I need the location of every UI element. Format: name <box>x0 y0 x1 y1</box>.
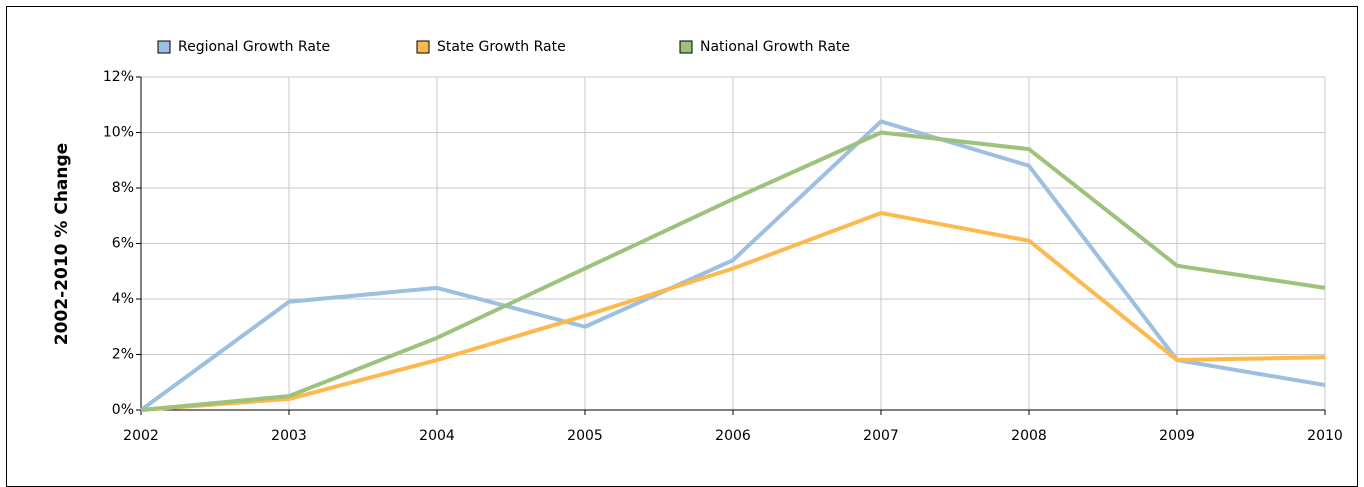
frame <box>6 6 1358 487</box>
series-line <box>140 130 1326 412</box>
y-tick-label: 8% <box>112 180 134 196</box>
x-tick-label: 2009 <box>1159 428 1195 444</box>
x-tick-label: 2007 <box>863 428 899 444</box>
x-tick-label: 2008 <box>1011 428 1047 444</box>
legend-swatch <box>157 40 171 54</box>
y-tick-label: 4% <box>112 291 134 307</box>
legend-label: National Growth Rate <box>700 39 850 55</box>
legend-label: Regional Growth Rate <box>178 39 330 55</box>
y-axis-label: 2002-2010 % Change <box>52 143 72 345</box>
legend-label: State Growth Rate <box>437 39 566 55</box>
series-line <box>140 210 1326 412</box>
legend-swatch <box>416 40 430 54</box>
x-tick-label: 2005 <box>567 428 603 444</box>
y-tick-label: 2% <box>112 347 134 363</box>
series-line <box>139 119 1326 412</box>
legend-swatch <box>679 40 693 54</box>
y-tick-label: 10% <box>103 125 134 141</box>
x-tick-label: 2006 <box>715 428 751 444</box>
y-tick-label: 12% <box>103 69 134 85</box>
x-tick-label: 2003 <box>271 428 307 444</box>
y-tick-label: 6% <box>112 236 134 252</box>
y-tick-label: 0% <box>112 402 134 418</box>
x-tick-label: 2002 <box>123 428 159 444</box>
x-tick-label: 2010 <box>1307 428 1343 444</box>
x-tick-label: 2004 <box>419 428 455 444</box>
